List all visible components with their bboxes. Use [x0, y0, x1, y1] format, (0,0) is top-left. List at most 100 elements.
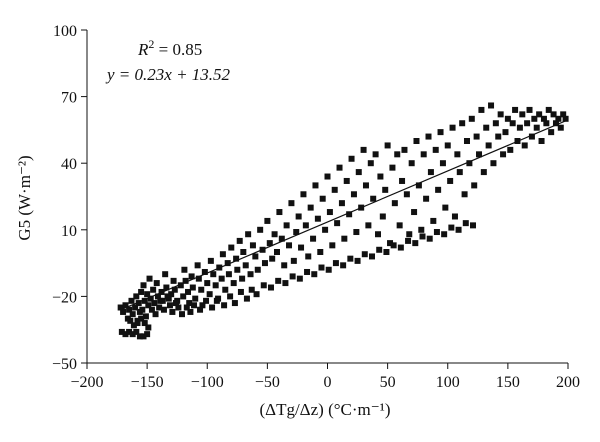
data-point [389, 164, 396, 171]
data-point [365, 222, 372, 229]
data-point [376, 246, 383, 253]
data-point [382, 186, 389, 193]
data-point [224, 260, 231, 267]
data-point [353, 229, 360, 236]
data-point [412, 240, 419, 247]
data-point [562, 115, 569, 122]
data-point [399, 177, 406, 184]
x-tick-label: −150 [131, 374, 164, 391]
data-point [492, 120, 499, 127]
data-point [485, 142, 492, 149]
data-point [177, 282, 184, 289]
data-point [441, 231, 448, 238]
data-point [233, 255, 240, 262]
data-point [207, 257, 214, 264]
data-point [151, 300, 158, 307]
data-point [126, 306, 133, 313]
data-point [218, 275, 225, 282]
data-point [142, 313, 149, 320]
data-point [146, 275, 153, 282]
data-point [175, 304, 182, 311]
data-point [215, 295, 222, 302]
data-point [521, 142, 528, 149]
x-tick-label: −50 [255, 374, 280, 391]
data-point [360, 146, 367, 153]
data-point [325, 266, 332, 273]
data-point [317, 249, 324, 255]
data-point [271, 231, 278, 238]
data-point [194, 262, 201, 269]
data-point [312, 182, 319, 189]
data-point [152, 311, 159, 318]
data-point [372, 151, 379, 158]
data-point [507, 146, 514, 153]
data-point [122, 331, 129, 338]
data-point [212, 282, 219, 289]
data-point [456, 169, 463, 176]
data-point [204, 280, 211, 287]
data-point [144, 331, 151, 338]
data-point [188, 273, 195, 280]
data-point [203, 297, 210, 304]
data-point [442, 204, 449, 211]
data-point [156, 304, 163, 311]
data-point [163, 284, 170, 291]
data-point [304, 268, 311, 275]
data-point [338, 200, 345, 207]
data-point [430, 217, 437, 224]
y-tick-label: 70 [61, 90, 77, 107]
data-point [278, 235, 285, 242]
x-tick-label: 0 [324, 374, 332, 391]
data-point [370, 195, 377, 202]
data-point [418, 226, 425, 233]
data-point [336, 164, 343, 171]
data-point [334, 220, 341, 227]
data-point [230, 280, 237, 287]
data-point [257, 226, 264, 233]
data-point [354, 257, 361, 264]
data-point [198, 286, 205, 293]
x-tick-label: −100 [191, 374, 224, 391]
data-point [276, 209, 283, 216]
data-point [166, 302, 173, 309]
axes: −200 −150 −100 −50 0 50 100 150 200 −50 −20 10 40 70 1… [52, 23, 580, 391]
data-point [138, 288, 145, 295]
data-point [221, 302, 228, 309]
data-point [332, 260, 339, 267]
data-point [509, 120, 516, 127]
data-point [273, 249, 280, 255]
data-point [405, 237, 412, 244]
data-point [343, 177, 350, 184]
data-point [348, 155, 355, 162]
data-point [150, 286, 157, 293]
data-point [470, 222, 477, 229]
data-point [536, 111, 543, 118]
data-point [187, 308, 194, 315]
data-point [264, 217, 271, 224]
data-point [394, 151, 401, 158]
y-tick-label: 40 [61, 156, 77, 173]
data-point [447, 177, 454, 184]
data-point [236, 237, 243, 244]
data-point [252, 253, 259, 260]
r2-sup: 2 [148, 37, 154, 51]
data-point [148, 306, 155, 313]
equation-annotation: y = 0.23x + 13.52 [105, 65, 231, 84]
data-point [473, 133, 480, 140]
data-point [419, 233, 426, 240]
data-point [340, 262, 347, 269]
x-axis-title: (ΔTg/Δz) (°C·m⁻¹) [259, 400, 390, 419]
data-point [275, 277, 282, 284]
data-point [347, 255, 354, 262]
data-point [300, 191, 307, 198]
data-point [282, 280, 289, 287]
data-point [403, 191, 410, 198]
data-point [138, 315, 145, 322]
data-point [531, 115, 538, 122]
data-point [237, 288, 244, 295]
data-point [293, 229, 300, 236]
data-point [182, 277, 189, 284]
data-point [550, 111, 557, 118]
data-point [242, 262, 249, 269]
data-point [413, 138, 420, 144]
